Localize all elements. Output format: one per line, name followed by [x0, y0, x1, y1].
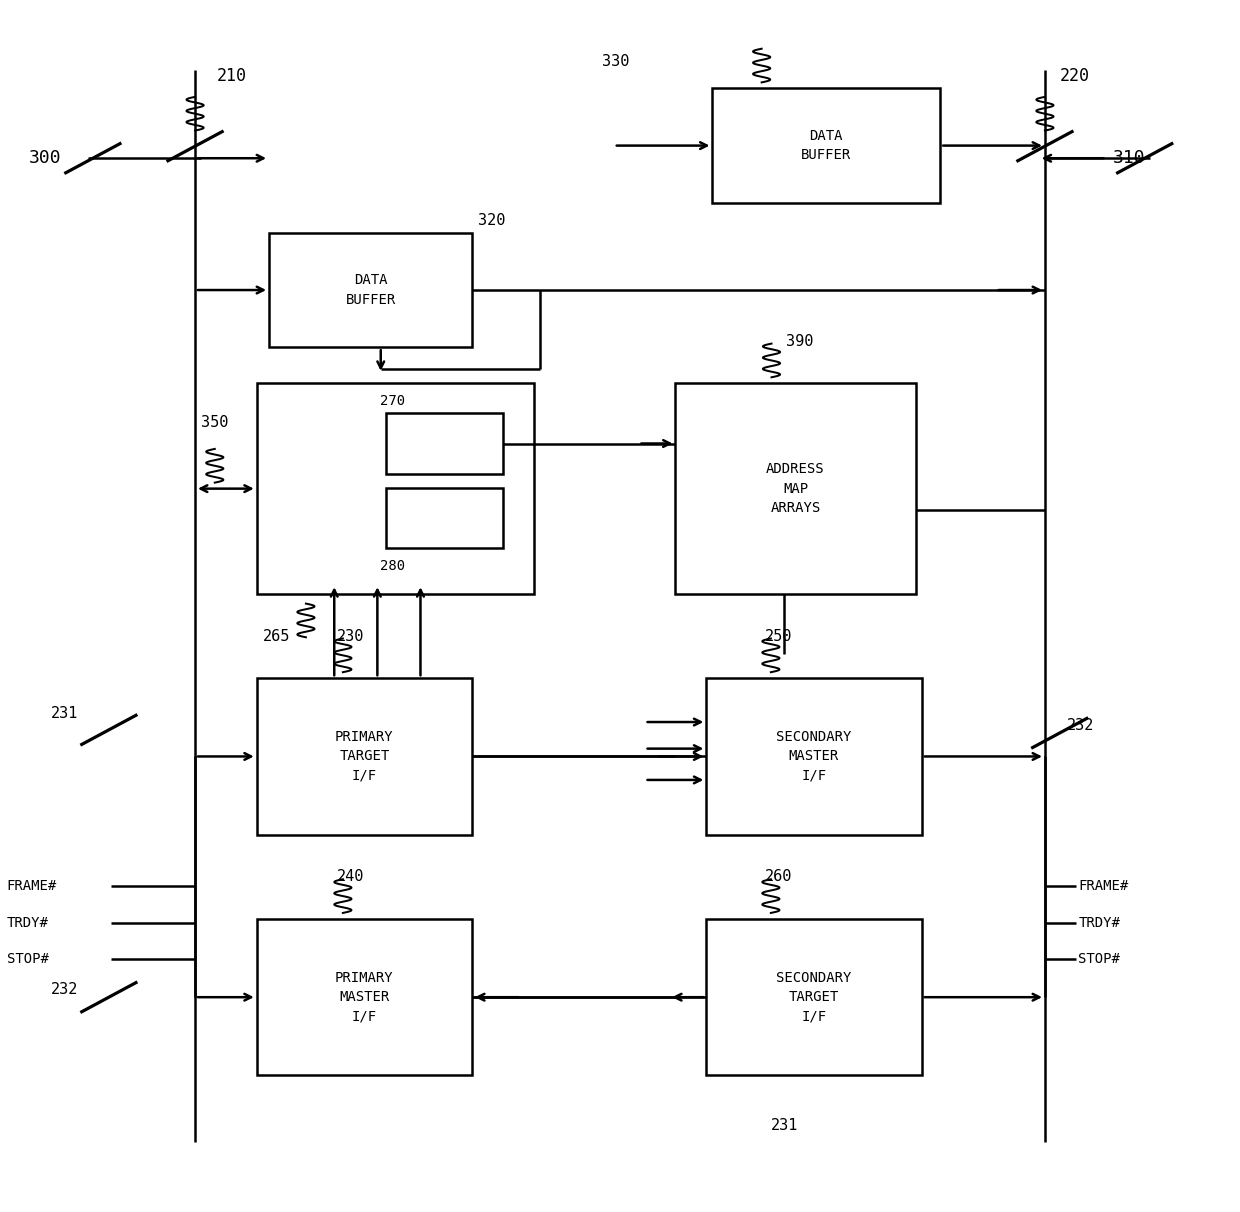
Text: 240: 240 [337, 869, 365, 885]
Text: 231: 231 [51, 705, 78, 721]
Text: TRDY#: TRDY# [1078, 915, 1120, 930]
Text: 230: 230 [337, 629, 365, 644]
Text: 310: 310 [1112, 149, 1146, 167]
Bar [257, 679, 472, 835]
Bar [257, 919, 472, 1075]
Text: 210: 210 [217, 68, 247, 85]
Text: FRAME#: FRAME# [6, 880, 57, 893]
Bar [257, 383, 533, 594]
Text: 390: 390 [786, 333, 813, 349]
Text: 330: 330 [601, 55, 629, 69]
Bar [707, 919, 921, 1075]
Text: 220: 220 [1060, 68, 1090, 85]
Text: SECONDARY
TARGET
I/F: SECONDARY TARGET I/F [776, 971, 852, 1024]
Bar [386, 413, 503, 474]
Text: 231: 231 [771, 1119, 799, 1133]
Text: PRIMARY
TARGET
I/F: PRIMARY TARGET I/F [335, 730, 394, 783]
Bar [712, 88, 940, 202]
Text: ADDRESS
MAP
ARRAYS: ADDRESS MAP ARRAYS [766, 462, 825, 515]
Text: 232: 232 [51, 982, 78, 996]
Text: PRIMARY
MASTER
I/F: PRIMARY MASTER I/F [335, 971, 394, 1024]
Text: TRDY#: TRDY# [6, 915, 48, 930]
Text: DATA
BUFFER: DATA BUFFER [801, 128, 852, 162]
Bar [269, 233, 472, 347]
Text: 350: 350 [201, 415, 228, 430]
Bar [707, 679, 921, 835]
Text: 280: 280 [379, 559, 405, 573]
Text: STOP#: STOP# [1078, 951, 1120, 966]
Text: 265: 265 [263, 629, 290, 644]
Text: DATA
BUFFER: DATA BUFFER [346, 273, 396, 307]
Text: 270: 270 [379, 394, 405, 408]
Text: 232: 232 [1068, 718, 1095, 733]
Text: FRAME#: FRAME# [1078, 880, 1128, 893]
Text: 320: 320 [479, 213, 506, 228]
Bar [386, 488, 503, 548]
Bar [676, 383, 915, 594]
Text: 250: 250 [765, 629, 792, 644]
Text: SECONDARY
MASTER
I/F: SECONDARY MASTER I/F [776, 730, 852, 783]
Text: STOP#: STOP# [6, 951, 48, 966]
Text: 300: 300 [29, 149, 62, 167]
Text: 260: 260 [765, 869, 792, 885]
